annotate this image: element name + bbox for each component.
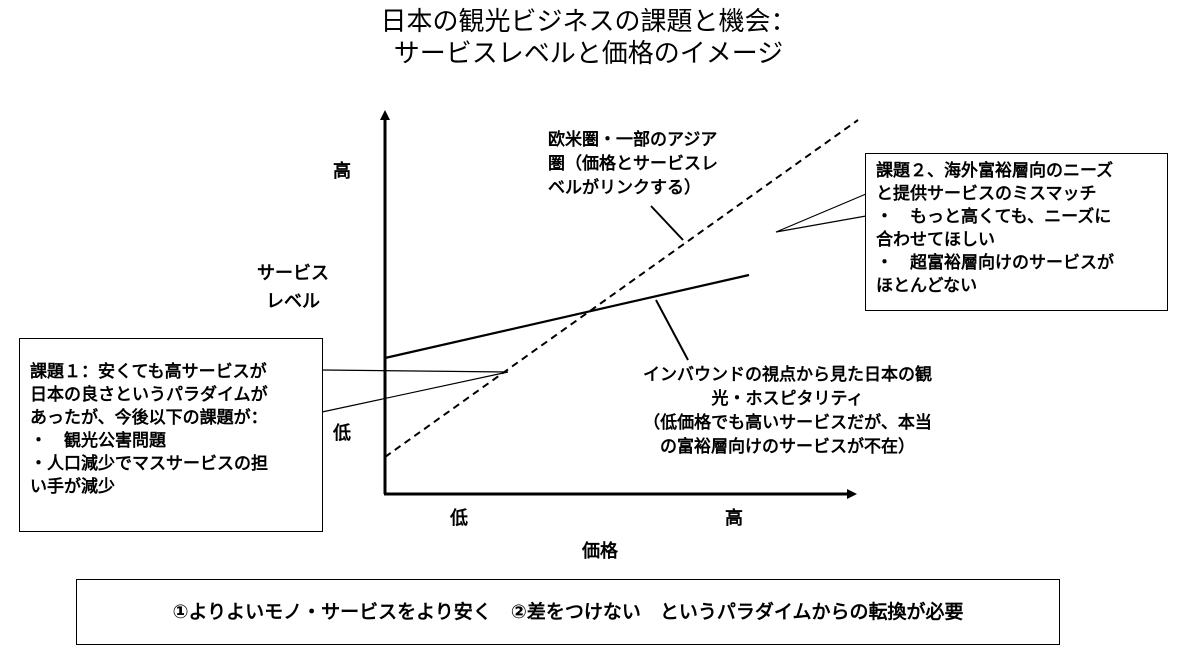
inbound-label: インバウンドの視点から見た日本の観 光・ホスピタリティ （低価格でも高いサービス… xyxy=(643,365,932,457)
western-label: 欧米圏・一部のアジア 圏（価格とサービスレ ベルがリンクする） xyxy=(548,130,718,198)
footer-message-box: ①よりよいモノ・サービスをより安く ②差をつけない というパラダイムからの転換が… xyxy=(76,579,1060,645)
issue1-callout-pointer xyxy=(321,369,509,413)
x-axis-high-label: 高 xyxy=(725,508,743,529)
y-axis-high-label: 高 xyxy=(333,161,351,182)
western-pointer-arrow xyxy=(650,205,684,241)
title-line-1: 日本の観光ビジネスの課題と機会： xyxy=(380,7,797,37)
footer-message: ①よりよいモノ・サービスをより安く ②差をつけない というパラダイムからの転換が… xyxy=(172,600,964,623)
japan-trend-line xyxy=(384,273,750,360)
issue2-callout: 課題２、海外富裕層向のニーズ と提供サービスのミスマッチ ・ もっと高くても、ニ… xyxy=(865,153,1168,311)
x-axis-title: 価格 xyxy=(582,541,618,562)
x-axis-low-label: 低 xyxy=(450,508,468,529)
issue1-callout: 課題１：安くても高サービスが 日本の良さというパラダイムが あったが、今後以下の… xyxy=(19,338,323,532)
inbound-pointer-arrow xyxy=(655,299,689,361)
y-axis-title: サービス レベル xyxy=(257,263,329,312)
title-line-2: サービスレベルと価格のイメージ xyxy=(393,39,784,69)
western-trend-line xyxy=(384,119,859,458)
issue2-callout-pointer xyxy=(775,193,867,233)
y-axis-low-label: 低 xyxy=(333,423,351,444)
